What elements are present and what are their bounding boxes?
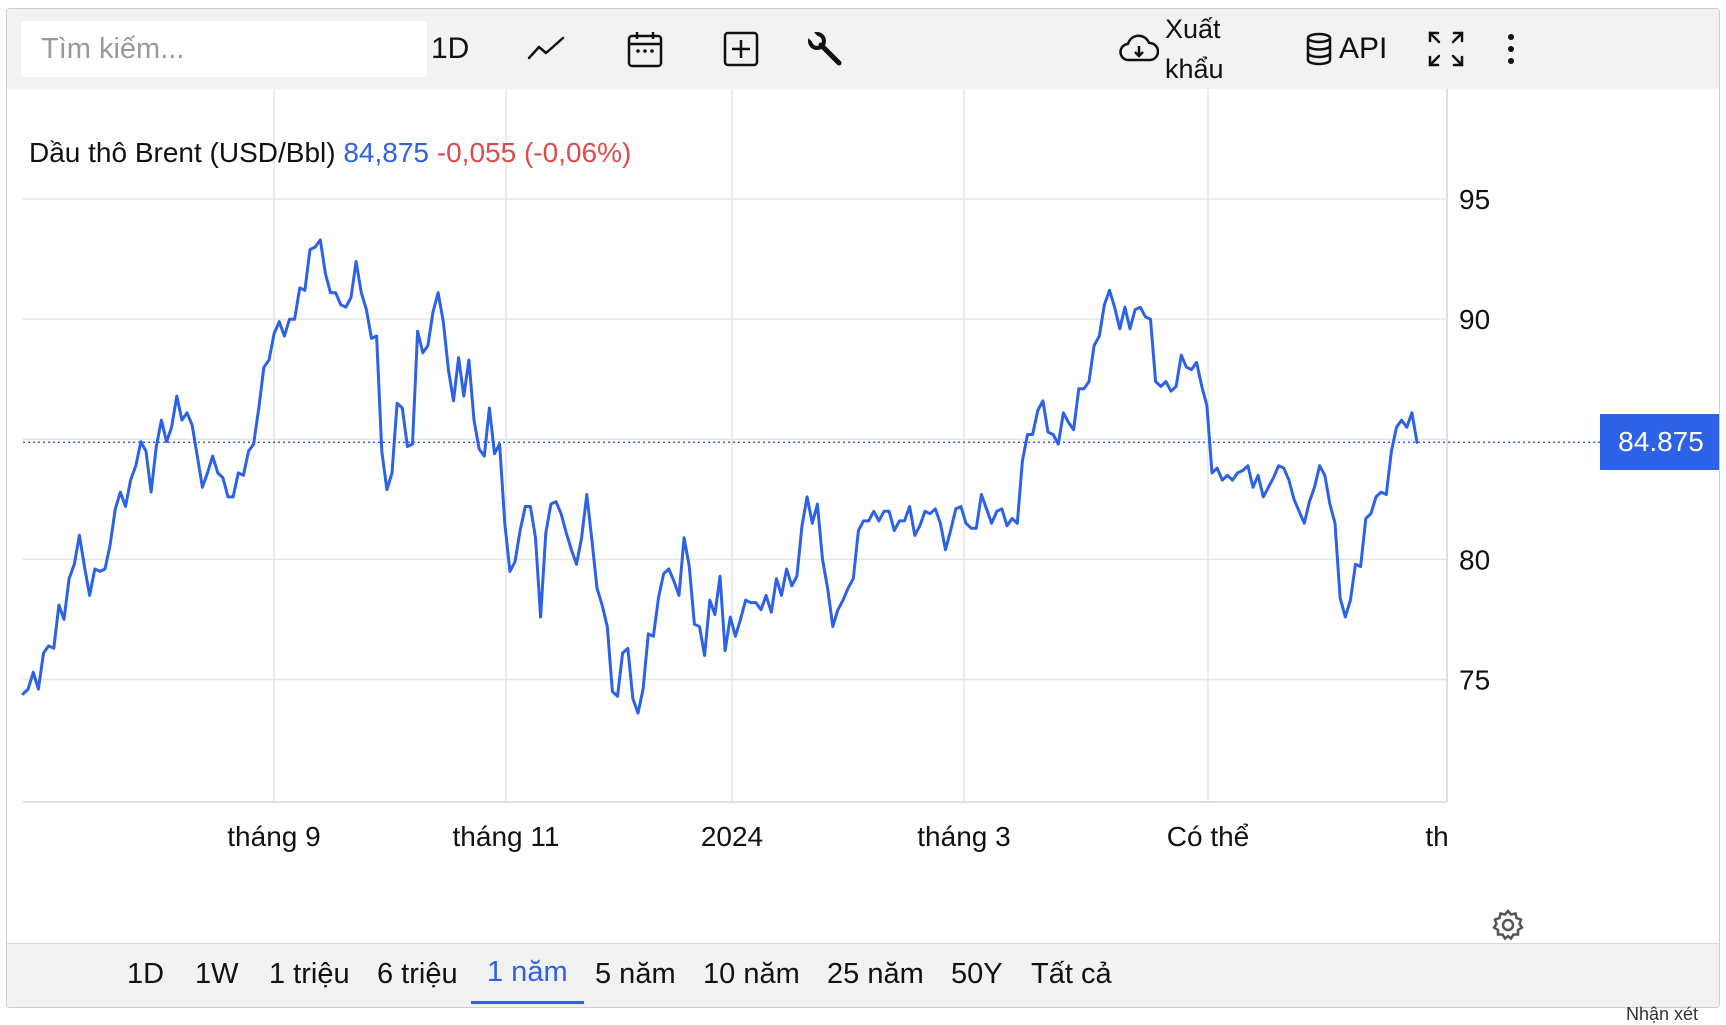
last-price-tag: 84.875 (1600, 414, 1719, 471)
api-button[interactable]: API (1305, 9, 1387, 89)
x-tick-label: tháng 11 (453, 821, 560, 852)
instrument-name: Dầu thô Brent (USD/Bbl) (29, 137, 336, 168)
range-25-năm[interactable]: 25 năm (827, 957, 924, 990)
range-1w[interactable]: 1W (195, 957, 239, 990)
chart-area[interactable]: 75 80 90 95 tháng 9 tháng 11 2024 tháng 3 Có thể… (7, 89, 1719, 943)
price-series-line (21, 238, 1419, 715)
cloud-download-icon[interactable] (1119, 9, 1159, 89)
export-label-line2: khẩu (1165, 54, 1224, 84)
more-options-icon[interactable] (1505, 9, 1517, 89)
fullscreen-icon[interactable] (1427, 9, 1465, 89)
search-input[interactable]: Tìm kiếm... (21, 21, 427, 77)
range-10-năm[interactable]: 10 năm (703, 957, 800, 990)
range-6-triệu[interactable]: 6 triệu (377, 957, 458, 990)
footer-note: Nhận xét (1626, 1004, 1699, 1024)
chart-legend: Dầu thô Brent (USD/Bbl) 84,875 -0,055 (-… (29, 137, 631, 169)
x-tick-label: tháng 9 (227, 821, 320, 852)
toolbar: Tìm kiếm... 1D (7, 9, 1719, 89)
price-change: -0,055 (-0,06%) (436, 137, 632, 168)
settings-gear-icon[interactable] (1491, 909, 1525, 941)
y-tick-label: 95 (1459, 184, 1490, 215)
range-tất-cả[interactable]: Tất cả (1031, 957, 1112, 990)
add-indicator-icon[interactable] (723, 9, 759, 89)
range-5-năm[interactable]: 5 năm (595, 957, 676, 990)
y-tick-label: 90 (1459, 304, 1490, 335)
x-tick-label: tháng 3 (917, 821, 1010, 852)
api-label: API (1339, 32, 1388, 65)
x-tick-label: 2024 (701, 821, 763, 852)
export-label-line1: Xuất (1165, 14, 1221, 44)
database-icon (1306, 32, 1332, 66)
export-button[interactable]: Xuất khẩu (1165, 9, 1224, 89)
calendar-icon[interactable] (627, 9, 663, 89)
range-1-triệu[interactable]: 1 triệu (269, 957, 350, 990)
interval-button[interactable]: 1D (431, 32, 470, 65)
range-1d[interactable]: 1D (127, 957, 165, 990)
x-tick-label: Có thể (1167, 821, 1250, 852)
range-selector: 1D 1W 1 triệu 6 triệu 1 năm 5 năm 10 năm 25 năm… (7, 943, 1719, 1007)
chart-widget: Tìm kiếm... 1D (6, 8, 1720, 1008)
price-chart[interactable]: 75 80 90 95 tháng 9 tháng 11 2024 tháng 3 Có thể… (7, 89, 1719, 943)
chart-type-icon[interactable] (527, 9, 565, 89)
x-tick-label: th (1425, 821, 1448, 852)
range-1-năm[interactable]: 1 năm (471, 944, 584, 1004)
range-50y[interactable]: 50Y (951, 957, 1003, 990)
y-tick-label: 75 (1459, 664, 1490, 695)
y-tick-label: 80 (1459, 544, 1490, 575)
last-price: 84,875 (343, 137, 429, 168)
wrench-icon[interactable] (807, 9, 843, 89)
